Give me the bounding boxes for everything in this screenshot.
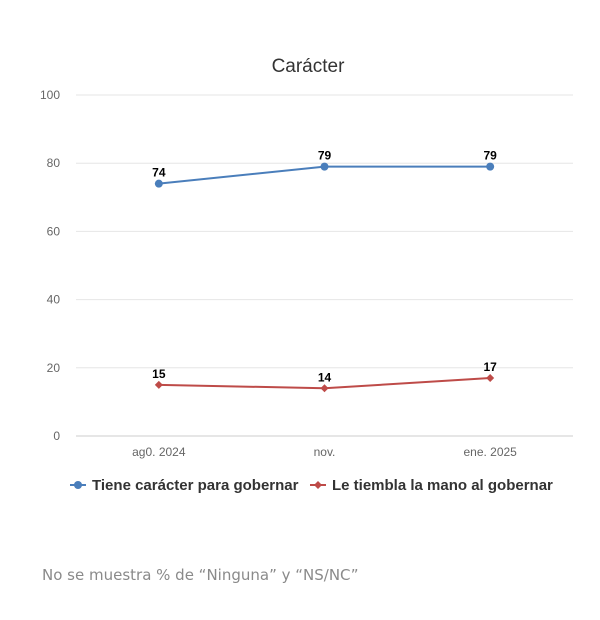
x-tick-label: ag0. 2024: [132, 445, 186, 459]
data-point: [486, 374, 495, 383]
data-point: [320, 384, 329, 393]
x-axis-ticks: ag0. 2024 nov. ene. 2025: [132, 445, 517, 459]
data-label: 79: [483, 149, 497, 163]
legend-label: Tiene carácter para gobernar: [92, 477, 299, 494]
line-chart: Carácter 0 20 40 60 80 100 ag0. 2024 nov. ene. …: [40, 56, 573, 494]
legend-label: Le tiembla la mano al gobernar: [332, 477, 553, 494]
legend-marker: [74, 481, 82, 489]
y-tick-label: 100: [40, 88, 60, 102]
x-tick-label: nov.: [314, 445, 336, 459]
series-group: [154, 162, 495, 393]
y-tick-label: 20: [47, 361, 61, 375]
legend-marker: [314, 481, 322, 489]
legend: Tiene carácter para gobernar Le tiembla l…: [70, 477, 553, 494]
data-point: [486, 162, 495, 171]
y-tick-label: 60: [47, 224, 61, 238]
y-tick-label: 80: [47, 156, 61, 170]
y-axis-ticks: 0 20 40 60 80 100: [40, 88, 60, 443]
data-label: 79: [318, 149, 332, 163]
x-tick-label: ene. 2025: [463, 445, 517, 459]
data-label: 14: [318, 370, 332, 384]
data-label: 15: [152, 367, 166, 381]
data-point: [320, 162, 329, 171]
data-point: [154, 380, 163, 389]
footnote: No se muestra % de “Ninguna” y “NS/NC”: [42, 566, 359, 584]
y-tick-label: 0: [53, 429, 60, 443]
chart-title: Carácter: [272, 56, 346, 77]
data-point: [154, 179, 163, 188]
y-tick-label: 40: [47, 293, 61, 307]
data-label: 74: [152, 166, 166, 180]
data-labels: 74 79 79 15 14 17: [152, 149, 497, 385]
data-label: 17: [483, 360, 497, 374]
